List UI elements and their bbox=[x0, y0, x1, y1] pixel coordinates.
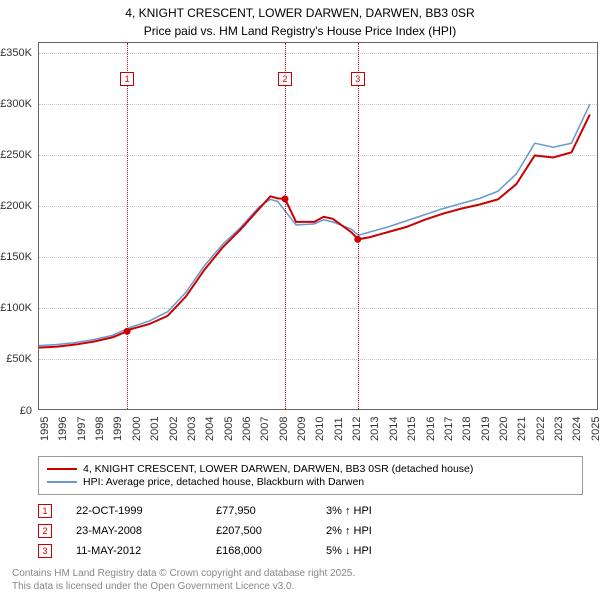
x-axis-label: 2021 bbox=[516, 416, 528, 440]
chart-plot-area: £0£50K£100K£150K£200K£250K£300K£350K1995… bbox=[38, 42, 598, 410]
footer-line2: This data is licensed under the Open Gov… bbox=[12, 580, 590, 593]
sales-date: 22-OCT-1999 bbox=[76, 505, 216, 517]
chart-title-line1: 4, KNIGHT CRESCENT, LOWER DARWEN, DARWEN… bbox=[0, 0, 600, 24]
x-axis-label: 2016 bbox=[425, 416, 437, 440]
x-axis-label: 1998 bbox=[94, 416, 106, 440]
x-axis-label: 2012 bbox=[351, 416, 363, 440]
sales-row: 2 23-MAY-2008£207,5002% ↑ HPI bbox=[38, 521, 583, 541]
sales-price: £77,950 bbox=[216, 505, 326, 517]
y-axis-label: £150K bbox=[0, 251, 32, 263]
footer-note: Contains HM Land Registry data © Crown c… bbox=[12, 567, 590, 593]
sales-price: £168,000 bbox=[216, 545, 326, 557]
legend-label: 4, KNIGHT CRESCENT, LOWER DARWEN, DARWEN… bbox=[83, 463, 473, 475]
sales-row: 3 11-MAY-2012£168,0005% ↓ HPI bbox=[38, 541, 583, 561]
x-axis-label: 1999 bbox=[112, 416, 124, 440]
sales-marker: 2 bbox=[38, 524, 52, 538]
series-line bbox=[39, 114, 590, 347]
x-axis-label: 1997 bbox=[76, 416, 88, 440]
x-axis-label: 2004 bbox=[204, 416, 216, 440]
x-axis-label: 2008 bbox=[278, 416, 290, 440]
x-axis-label: 1995 bbox=[39, 416, 51, 440]
x-axis-label: 2014 bbox=[388, 416, 400, 440]
footer-line1: Contains HM Land Registry data © Crown c… bbox=[12, 567, 590, 580]
x-axis-label: 2007 bbox=[259, 416, 271, 440]
event-line bbox=[358, 43, 359, 409]
event-marker: 1 bbox=[120, 72, 134, 86]
event-marker: 3 bbox=[351, 72, 365, 86]
x-axis-label: 2023 bbox=[553, 416, 565, 440]
y-axis-label: £200K bbox=[0, 200, 32, 212]
chart-container: 4, KNIGHT CRESCENT, LOWER DARWEN, DARWEN… bbox=[0, 0, 600, 590]
legend-item: 4, KNIGHT CRESCENT, LOWER DARWEN, DARWEN… bbox=[47, 463, 574, 475]
sales-price: £207,500 bbox=[216, 525, 326, 537]
x-axis-label: 2017 bbox=[443, 416, 455, 440]
legend-swatch bbox=[47, 481, 77, 483]
sales-table: 1 22-OCT-1999£77,9503% ↑ HPI 2 23-MAY-2008£… bbox=[38, 501, 583, 561]
x-axis-label: 2024 bbox=[571, 416, 583, 440]
x-axis-label: 2015 bbox=[406, 416, 418, 440]
x-axis-label: 2009 bbox=[296, 416, 308, 440]
x-axis-label: 2005 bbox=[223, 416, 235, 440]
sales-date: 11-MAY-2012 bbox=[76, 545, 216, 557]
x-axis-label: 2006 bbox=[241, 416, 253, 440]
sales-marker: 3 bbox=[38, 544, 52, 558]
x-axis-label: 2019 bbox=[480, 416, 492, 440]
legend-item: HPI: Average price, detached house, Blac… bbox=[47, 476, 574, 488]
x-axis-label: 2000 bbox=[131, 416, 143, 440]
x-axis-label: 2002 bbox=[168, 416, 180, 440]
chart-title-line2: Price paid vs. HM Land Registry's House … bbox=[0, 24, 600, 42]
sales-delta: 5% ↓ HPI bbox=[326, 545, 426, 557]
x-axis-label: 2013 bbox=[369, 416, 381, 440]
y-axis-label: £350K bbox=[0, 47, 32, 59]
x-axis-label: 2020 bbox=[498, 416, 510, 440]
series-line bbox=[39, 104, 590, 345]
sales-delta: 3% ↑ HPI bbox=[326, 505, 426, 517]
y-axis-label: £250K bbox=[0, 149, 32, 161]
x-axis-label: 2018 bbox=[461, 416, 473, 440]
legend-label: HPI: Average price, detached house, Blac… bbox=[83, 476, 364, 488]
legend-swatch bbox=[47, 468, 77, 470]
y-axis-label: £100K bbox=[0, 302, 32, 314]
event-line bbox=[127, 43, 128, 409]
x-axis-label: 2025 bbox=[590, 416, 600, 440]
sales-delta: 2% ↑ HPI bbox=[326, 525, 426, 537]
y-axis-label: £300K bbox=[0, 98, 32, 110]
chart-svg bbox=[39, 43, 599, 411]
sales-date: 23-MAY-2008 bbox=[76, 525, 216, 537]
event-line bbox=[285, 43, 286, 409]
x-axis-label: 2001 bbox=[149, 416, 161, 440]
sales-marker: 1 bbox=[38, 504, 52, 518]
chart-legend: 4, KNIGHT CRESCENT, LOWER DARWEN, DARWEN… bbox=[38, 456, 583, 495]
x-axis-label: 2010 bbox=[314, 416, 326, 440]
y-axis-label: £0 bbox=[20, 405, 32, 417]
sales-row: 1 22-OCT-1999£77,9503% ↑ HPI bbox=[38, 501, 583, 521]
x-axis-label: 2011 bbox=[333, 417, 345, 441]
x-axis-label: 2022 bbox=[535, 416, 547, 440]
x-axis-label: 2003 bbox=[186, 416, 198, 440]
x-axis-label: 1996 bbox=[57, 416, 69, 440]
event-marker: 2 bbox=[278, 72, 292, 86]
y-axis-label: £50K bbox=[6, 353, 32, 365]
